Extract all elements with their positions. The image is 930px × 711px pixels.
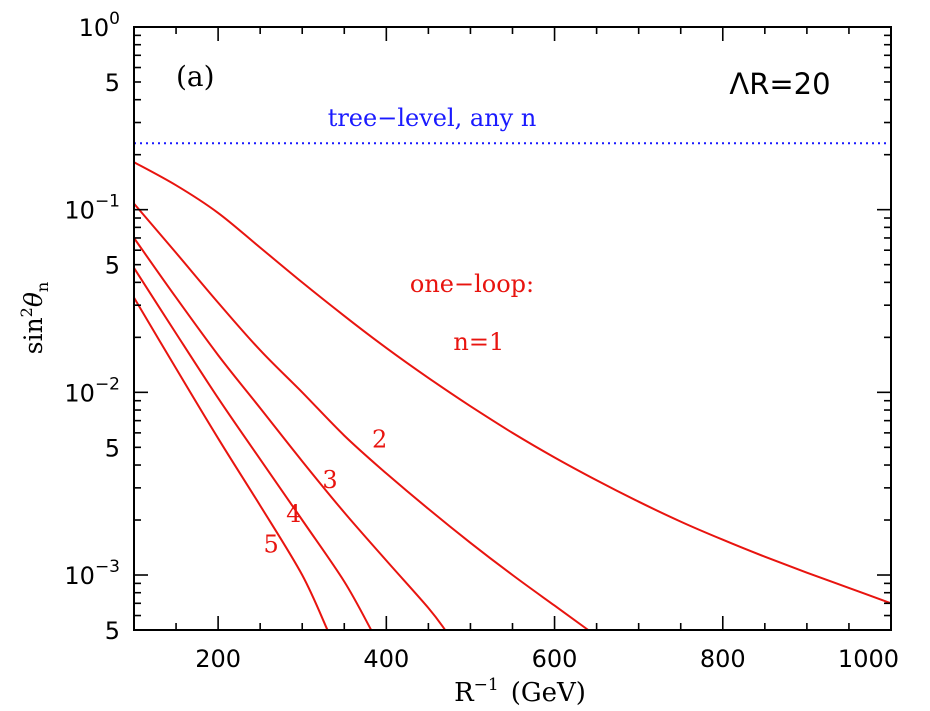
x-tick-label: 1000 [838, 645, 899, 673]
y-tick-label-exponent: −2 [95, 374, 120, 394]
x-tick-label: 600 [532, 645, 578, 673]
panel-label: (a) [176, 60, 215, 93]
y-tick-label-major: 100 [79, 9, 120, 42]
curve-n3 [133, 237, 446, 631]
parameter-label: ΛR=20 [729, 67, 830, 101]
y-tick-label-major: 10−3 [64, 557, 120, 590]
one-loop-label: one−loop: [410, 270, 534, 298]
curve-label-n4: 4 [286, 500, 301, 528]
curve-label-n2: 2 [372, 425, 387, 453]
y-tick-label-mid: 5 [105, 69, 120, 97]
y-tick-label-exponent: −1 [95, 192, 120, 212]
y-tick-label-major: 10−1 [64, 192, 120, 225]
y-tick-label-base: 10 [64, 379, 95, 407]
y-tick-label-major: 10−2 [64, 374, 120, 407]
curves-layer: n=1 2 345 [133, 142, 892, 631]
y-axis-title-subscript: n [33, 282, 52, 292]
curve-n5 [133, 297, 329, 631]
plot-frame [133, 26, 892, 631]
y-axis-title-theta: θ [19, 292, 48, 307]
x-axis-title-superscript: −1 [474, 675, 499, 695]
y-tick-label-mid: 5 [105, 434, 120, 462]
y-axis-title-main: sin [19, 317, 48, 354]
x-tick-label: 200 [195, 645, 241, 673]
y-tick-label-base: 10 [79, 14, 110, 42]
x-tick-label: 400 [363, 645, 409, 673]
curve-n2 [133, 202, 589, 631]
tree-level-label: tree−level, any n [328, 104, 537, 132]
x-axis-title-unit: (GeV) [511, 678, 586, 708]
curve-n4 [133, 267, 373, 631]
curve-n1 [133, 161, 892, 605]
x-axis-title-main: R [454, 678, 475, 708]
y-tick-label-exponent: −3 [95, 557, 120, 577]
curve-label-n5: 5 [263, 530, 278, 558]
y-tick-label-mid: 5 [105, 252, 120, 280]
curve-label-n3: 3 [322, 466, 337, 494]
y-tick-label-mid: 5 [105, 617, 120, 645]
curve-label-n1: n=1 [453, 328, 504, 356]
y-tick-label-exponent: 0 [109, 9, 120, 29]
y-tick-label-base: 10 [64, 562, 95, 590]
x-tick-label: 800 [700, 645, 746, 673]
x-axis-title: R−1 (GeV) [454, 675, 586, 708]
y-tick-label-base: 10 [64, 197, 95, 225]
y-axis-title-superscript: 2 [17, 307, 36, 317]
y-axis-title: sin2θn [17, 282, 52, 355]
